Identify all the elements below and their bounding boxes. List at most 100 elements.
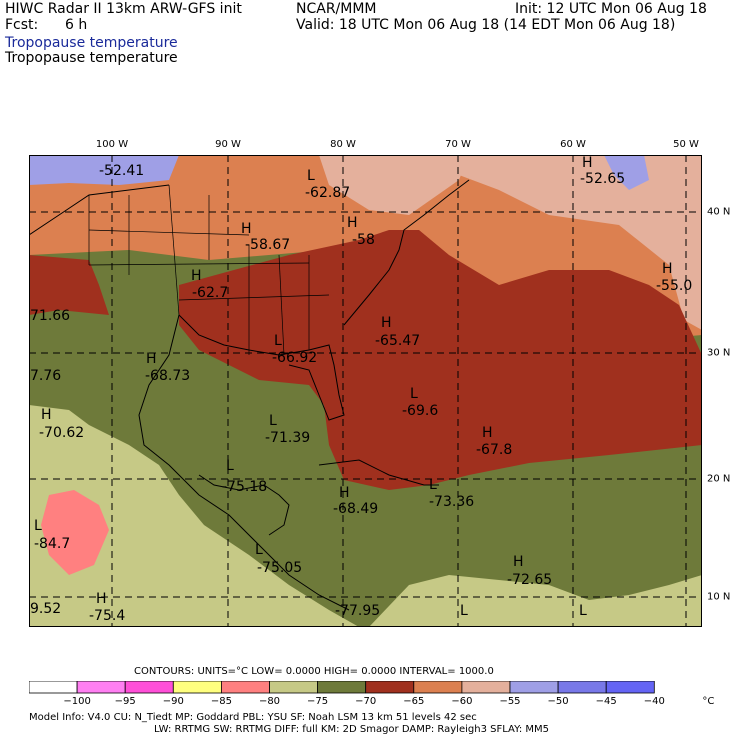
- extremum-mark: L: [255, 542, 263, 558]
- map-frame: [29, 155, 702, 627]
- tan-shading-south: [369, 575, 702, 627]
- pink-shading-pacific: [41, 490, 109, 575]
- extremum-value: -58.67: [245, 237, 290, 253]
- lat-lon-grid: [29, 155, 702, 627]
- extremum-mark: L: [34, 518, 42, 534]
- extremum-mark: H: [513, 554, 524, 570]
- colorbar-swatch: [413, 681, 463, 694]
- lat-label-30n: 30 N: [707, 347, 731, 359]
- dark-red-shading: [179, 230, 702, 490]
- extremum-value: -65.47: [375, 333, 420, 349]
- extremum-mark: L: [307, 168, 315, 184]
- map-title: HIWC Radar II 13km ARW-GFS init: [5, 1, 242, 17]
- colorbar-swatch: [76, 681, 126, 694]
- extremum-value: -75.4: [89, 608, 125, 624]
- extremum-value: -71.39: [265, 430, 310, 446]
- lavender-shading-northeast: [604, 155, 649, 190]
- colorbar-swatch: [124, 681, 174, 694]
- colorbar-swatch: [557, 681, 607, 694]
- extremum-value: -84.7: [34, 536, 70, 552]
- extremum-mark: H: [96, 591, 107, 607]
- extremum-value: -66.92: [272, 350, 317, 366]
- colorbar-tick-label: −60: [451, 696, 473, 707]
- extremum-mark: L: [410, 386, 418, 402]
- extremum-value: -55.0: [656, 278, 692, 294]
- extremum-mark: L: [274, 333, 282, 349]
- lavender-shading-northwest: [29, 155, 179, 185]
- extremum-value: -75.18: [222, 479, 267, 495]
- model-info-physics: LW: RRTMG SW: RRTMG DIFF: full KM: 2D Sm…: [154, 724, 550, 735]
- lon-label-50w: 50 W: [673, 139, 699, 150]
- lon-label-80w: 80 W: [330, 139, 356, 150]
- extremum-mark: H: [347, 215, 358, 231]
- colorbar-swatch: [461, 681, 511, 694]
- field-name-primary: Tropopause temperature: [5, 35, 178, 51]
- extremum-value: 7.76: [30, 368, 61, 384]
- extremum-mark: H: [381, 315, 392, 331]
- extremum-value: -75.05: [257, 560, 302, 576]
- extremum-mark: H: [191, 268, 202, 284]
- extremum-mark: L: [579, 603, 587, 619]
- extremum-value: -77.95: [335, 603, 380, 619]
- extremum-mark: H: [662, 261, 673, 277]
- pink-tan-shading: [459, 155, 702, 330]
- lat-label-10n: 10 N: [707, 591, 731, 603]
- extremum-mark: H: [339, 485, 350, 501]
- extremum-mark: L: [226, 458, 234, 474]
- tropopause-temperature-map: -52.41 L -62.87 H -52.65 H -58.67 H -58 …: [29, 155, 702, 627]
- colorbar-swatch: [220, 681, 270, 694]
- contours-info: CONTOURS: UNITS=°C LOW= 0.0000 HIGH= 0.0…: [134, 666, 494, 677]
- extremum-mark: H: [241, 221, 252, 237]
- extremum-value: -62.87: [305, 185, 350, 201]
- colorbar-swatch: [317, 681, 367, 694]
- extremum-mark: H: [146, 351, 157, 367]
- lat-label-20n: 20 N: [707, 473, 731, 485]
- extremum-mark: L: [429, 477, 437, 493]
- colorbar-tick-label: −100: [63, 696, 91, 707]
- forecast-hour: 6 h: [65, 17, 88, 33]
- extremum-value: -73.36: [429, 494, 474, 510]
- colorbar-swatch: [365, 681, 415, 694]
- extremum-value: 9.52: [30, 601, 61, 617]
- forecast-label: Fcst:: [5, 17, 39, 33]
- extremum-value: -52.65: [580, 171, 625, 187]
- extremum-value: -58: [352, 232, 375, 248]
- colorbar-tick-label: −95: [114, 696, 136, 707]
- lon-label-70w: 70 W: [445, 139, 471, 150]
- extremum-value: -70.62: [39, 425, 84, 441]
- extremum-mark: H: [582, 155, 593, 171]
- extremum-value: -69.6: [402, 403, 438, 419]
- lat-label-40n: 40 N: [707, 206, 731, 218]
- colorbar-tick-label: −55: [499, 696, 521, 707]
- colorbar-swatch: [269, 681, 318, 694]
- extremum-value: 71.66: [30, 308, 70, 324]
- colorbar-tick-label: −80: [258, 696, 281, 707]
- lon-label-100w: 100 W: [95, 139, 129, 150]
- colorbar-tick-label: −75: [307, 696, 329, 707]
- model-info: Model Info: V4.0 CU: N_Tiedt MP: Goddard…: [29, 712, 477, 723]
- state-borders: [88, 184, 330, 356]
- colorbar-swatch: [172, 681, 222, 694]
- extremum-mark: H: [41, 407, 52, 423]
- lon-label-90w: 90 W: [215, 139, 241, 150]
- colorbar-tick-label: −50: [547, 696, 569, 707]
- extremum-value: -72.65: [507, 572, 552, 588]
- field-name-secondary: Tropopause temperature: [5, 50, 178, 66]
- colorbar-tick-label: −90: [162, 696, 184, 707]
- pink-tan-shading-northeast: [319, 155, 469, 215]
- extremum-mark: L: [269, 413, 277, 429]
- extremum-mark: L: [460, 603, 468, 619]
- init-time: Init: 12 UTC Mon 06 Aug 18: [515, 1, 707, 17]
- extremum-value: -67.8: [476, 442, 512, 458]
- colorbar-tick-label: −45: [595, 696, 617, 707]
- colorbar: [29, 681, 655, 694]
- extremum-value: -62.7: [192, 285, 228, 301]
- extrema-labels: -52.41 L -62.87 H -52.65 H -58.67 H -58 …: [30, 155, 692, 624]
- colorbar-tick-label: −70: [355, 696, 377, 707]
- colorbar-tick-label: −40: [643, 696, 665, 707]
- lon-label-60w: 60 W: [560, 139, 586, 150]
- dark-red-shading-west: [29, 255, 109, 315]
- extremum-value: -52.41: [99, 163, 144, 179]
- valid-time: Valid: 18 UTC Mon 06 Aug 18 (14 EDT Mon …: [296, 17, 676, 33]
- extremum-mark: H: [482, 425, 493, 441]
